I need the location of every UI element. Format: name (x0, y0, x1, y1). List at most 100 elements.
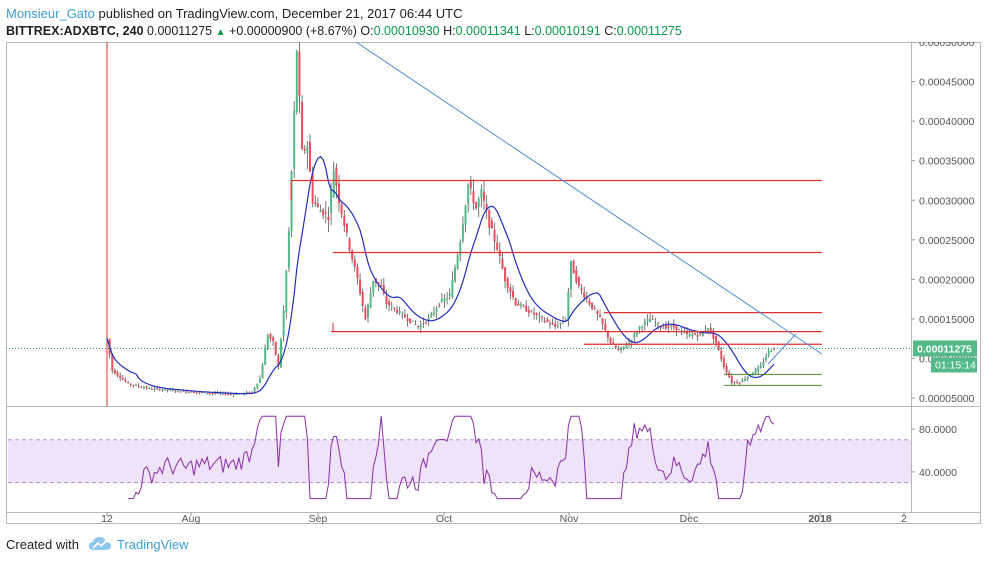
y-tick-label: 0.00040000 (919, 116, 975, 128)
candle-body (570, 260, 572, 290)
candle-body (572, 260, 575, 274)
candle-body (596, 311, 599, 315)
candle-body (538, 315, 541, 317)
countdown-badge-label: 01:15:14 (935, 359, 976, 371)
candle-body (113, 370, 116, 374)
publish-info: published on TradingView.com, December 2… (94, 6, 463, 21)
chart-area[interactable]: 0.000050000.000100000.000150000.00020000… (6, 37, 981, 525)
candle-body (693, 333, 696, 335)
candle-body (356, 266, 359, 279)
candle-body (496, 242, 499, 250)
candle-body (248, 392, 251, 394)
candle-body (150, 389, 153, 391)
open-value: 0.00010930 (373, 24, 440, 38)
chart-frame (6, 42, 981, 524)
candle-body (475, 202, 478, 209)
candle-body (322, 209, 325, 216)
candle-body (707, 328, 710, 331)
candle-body (519, 304, 522, 307)
candle-body (253, 387, 256, 392)
candle-body (166, 389, 169, 391)
candle-body (153, 388, 156, 390)
chart-header: Monsieur_Gato published on TradingView.c… (4, 2, 979, 42)
candle-body (454, 267, 456, 282)
candle-body (185, 391, 188, 393)
candle-body (577, 276, 580, 286)
footer: Created with TradingView (6, 534, 189, 554)
rsi-tick-label: 40.0000 (919, 467, 957, 479)
candle-body (715, 335, 717, 343)
candle-body (506, 278, 509, 289)
candle-body (272, 337, 275, 342)
candle-body (767, 349, 770, 356)
candle-body (145, 386, 148, 389)
candle-body (504, 267, 507, 282)
candle-body (303, 148, 306, 151)
candle-body (388, 301, 391, 306)
candle-body (556, 326, 559, 328)
candle-body (219, 393, 222, 395)
x-tick-label: Oct (436, 513, 452, 524)
candle-body (664, 325, 667, 329)
candle-body (187, 392, 190, 394)
candle-body (261, 364, 264, 379)
candle-body (654, 322, 657, 324)
candle-body (649, 318, 652, 323)
candle-body (330, 190, 333, 214)
author-link[interactable]: Monsieur_Gato (6, 6, 95, 21)
price-chart-svg[interactable]: 0.000050000.000100000.000150000.00020000… (6, 37, 981, 525)
candle-body (406, 318, 409, 322)
candle-body (177, 390, 180, 392)
candle-body (232, 394, 235, 396)
candle-body (643, 321, 646, 325)
open-label: O: (360, 24, 374, 38)
candle-body (477, 198, 480, 208)
x-tick-label: 2 (901, 513, 907, 524)
candle-body (741, 379, 744, 383)
candle-body (361, 292, 364, 307)
candle-body (432, 311, 435, 315)
candle-body (214, 392, 217, 394)
candle-body (459, 242, 462, 257)
candle-body (195, 392, 198, 394)
candle-body (464, 205, 467, 225)
rsi-tick-label: 80.0000 (919, 424, 957, 436)
candle-body (340, 204, 343, 215)
candle-body (174, 391, 177, 393)
candle-body (686, 332, 688, 334)
candle-body (699, 333, 702, 335)
candle-body (316, 203, 319, 207)
candle-body (311, 172, 314, 204)
candle-body (132, 384, 135, 386)
candle-body (744, 378, 746, 381)
y-tick-label: 0.00005000 (919, 393, 975, 405)
candle-body (306, 146, 309, 154)
candle-body (127, 382, 130, 384)
candle-body (430, 313, 433, 317)
candle-body (403, 314, 406, 318)
x-tick-label: 12 (101, 513, 113, 524)
candle-body (651, 319, 654, 321)
candle-body (235, 393, 238, 395)
candle-body (525, 305, 528, 312)
candle-body (617, 348, 620, 351)
candle-body (435, 308, 438, 312)
candle-body (659, 326, 662, 328)
candle-body (614, 345, 617, 348)
trendline-short (767, 333, 797, 365)
candle-body (280, 339, 282, 368)
y-tick-label: 0.00020000 (919, 274, 975, 286)
y-tick-label: 0.00030000 (919, 195, 975, 207)
candle-body (385, 296, 388, 304)
candle-body (193, 391, 195, 393)
candle-body (736, 382, 739, 384)
candle-body (490, 220, 493, 229)
candle-body (672, 324, 675, 328)
tradingview-link[interactable]: TradingView (88, 537, 189, 552)
candle-body (717, 341, 720, 350)
candle-body (641, 326, 644, 328)
candle-body (564, 320, 567, 322)
candle-body (258, 378, 261, 383)
candle-body (398, 310, 401, 314)
candle-body (678, 329, 681, 331)
